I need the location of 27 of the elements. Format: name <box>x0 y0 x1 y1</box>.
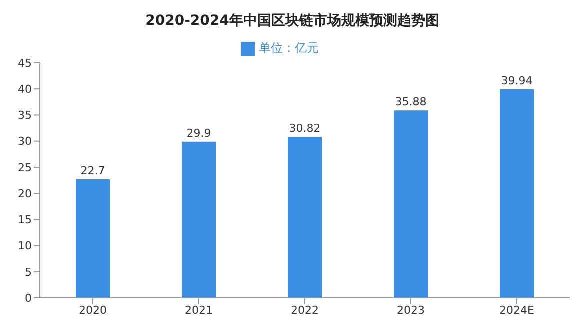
x-tick-label: 2020 <box>79 304 107 317</box>
bar <box>76 179 110 298</box>
y-tick-label: 25 <box>18 161 32 174</box>
data-label: 39.94 <box>501 74 533 88</box>
x-tick-label: 2023 <box>397 304 425 317</box>
y-tick-label: 15 <box>18 214 32 227</box>
x-tick-label: 2021 <box>185 304 213 317</box>
bar <box>182 142 216 298</box>
y-tick-label: 40 <box>18 83 32 96</box>
y-tick-label: 10 <box>18 240 32 253</box>
y-tick-label: 0 <box>25 292 32 305</box>
chart-title: 2020-2024年中国区块链市场规模预测趋势图 <box>144 12 440 31</box>
legend-label: 单位：亿元 <box>259 41 319 55</box>
x-tick-label: 2022 <box>291 304 319 317</box>
bar <box>394 110 428 298</box>
x-tick-label: 2024E <box>500 304 535 317</box>
data-label: 22.7 <box>80 164 106 178</box>
y-tick-label: 5 <box>25 266 32 279</box>
data-label: 29.9 <box>186 126 212 140</box>
bar <box>288 137 322 298</box>
data-label: 30.82 <box>289 122 321 136</box>
y-tick-label: 30 <box>18 135 32 148</box>
y-tick-label: 35 <box>18 109 32 122</box>
y-tick-label: 20 <box>18 187 32 200</box>
y-tick-label: 45 <box>18 56 32 70</box>
bar <box>500 89 534 298</box>
data-label: 35.88 <box>395 96 427 109</box>
